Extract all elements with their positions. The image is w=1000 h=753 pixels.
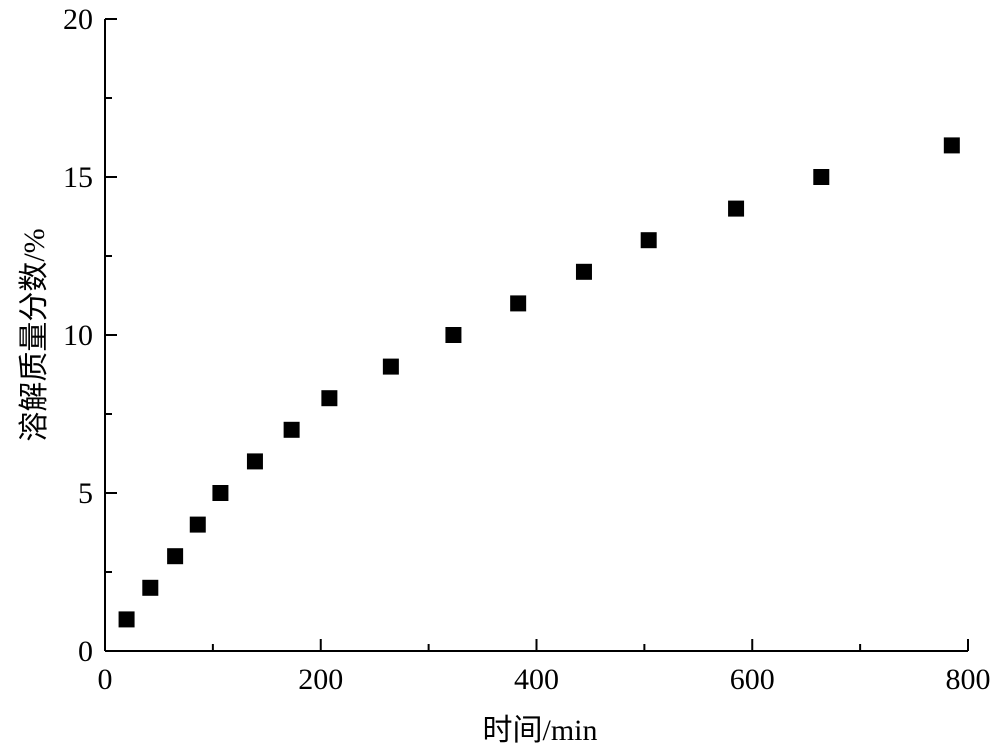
marker <box>246 453 263 470</box>
marker <box>167 548 184 565</box>
marker <box>575 263 592 280</box>
x-tick-label: 600 <box>730 663 775 696</box>
marker <box>640 232 657 249</box>
y-tick-label: 20 <box>63 3 93 36</box>
marker <box>283 421 300 438</box>
x-axis-title: 时间/min <box>482 714 597 747</box>
y-tick-label: 15 <box>63 161 93 194</box>
marker <box>118 611 135 628</box>
marker <box>728 200 745 217</box>
marker <box>510 295 527 312</box>
marker <box>321 390 338 407</box>
x-tick-label: 0 <box>98 663 113 696</box>
x-tick-label: 800 <box>946 663 991 696</box>
x-tick-label: 200 <box>298 663 343 696</box>
y-tick-label: 0 <box>78 635 93 668</box>
marker <box>189 516 206 533</box>
y-tick-label: 5 <box>78 477 93 510</box>
x-tick-label: 400 <box>514 663 559 696</box>
y-axis-title: 溶解质量分数/% <box>18 228 51 441</box>
marker <box>142 579 159 596</box>
marker <box>212 485 229 501</box>
marker <box>445 327 462 343</box>
y-tick-label: 10 <box>63 319 93 352</box>
marker <box>813 169 830 185</box>
marker <box>382 358 399 375</box>
marker <box>943 137 960 154</box>
